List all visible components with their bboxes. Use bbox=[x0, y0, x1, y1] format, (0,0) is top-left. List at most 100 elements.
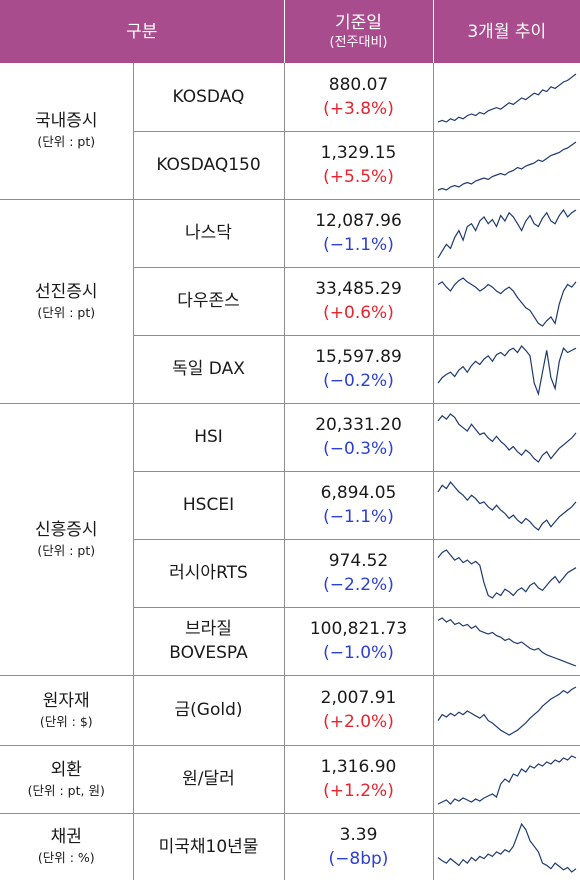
trend-sparkline bbox=[436, 480, 576, 531]
index-value: 33,485.29 bbox=[315, 279, 402, 299]
weekly-change: (+2.0%) bbox=[323, 712, 394, 732]
trend-cell bbox=[433, 335, 580, 404]
table-body: 국내증시 (단위 : pt) KOSDAQ 880.07 (+3.8%) KOSDAQ15… bbox=[0, 63, 580, 880]
index-value: 3.39 bbox=[339, 824, 378, 845]
index-name: 독일 DAX bbox=[133, 335, 285, 404]
value-cell: 100,821.73 (−1.0%) bbox=[284, 607, 434, 676]
trend-cell bbox=[433, 471, 580, 540]
trend-sparkline bbox=[437, 686, 576, 736]
category-unit: (단위 : pt) bbox=[37, 134, 96, 150]
category-cell: 채권 (단위 : %) bbox=[0, 813, 134, 880]
category-unit: (단위 : pt, 원) bbox=[27, 782, 105, 798]
category-unit: (단위 : $) bbox=[39, 713, 93, 729]
index-value: 1,329.15 bbox=[320, 143, 397, 163]
index-value: 2,007.91 bbox=[320, 688, 397, 708]
index-name: HSI bbox=[133, 403, 285, 472]
table-row: KOSDAQ150 1,329.15 (+5.5%) bbox=[0, 131, 580, 200]
category-unit: (단위 : pt) bbox=[37, 542, 96, 558]
weekly-change: (+3.8%) bbox=[323, 98, 394, 119]
trend-sparkline bbox=[437, 822, 576, 873]
header-category: 구분 bbox=[0, 0, 285, 63]
category-cell: 선진증시 (단위 : pt) bbox=[0, 199, 134, 404]
header-row: 구분 기준일 (전주대비) 3개월 추이 bbox=[0, 0, 580, 63]
index-name: KOSDAQ bbox=[133, 63, 285, 132]
value-cell: 15,597.89 (−0.2%) bbox=[284, 335, 434, 404]
trend-cell bbox=[433, 607, 580, 676]
value-cell: 33,485.29 (+0.6%) bbox=[284, 267, 434, 336]
trend-line bbox=[437, 141, 576, 191]
weekly-change: (+1.2%) bbox=[323, 781, 394, 801]
index-value: 20,331.20 bbox=[315, 415, 402, 435]
table-row: 채권 (단위 : %) 미국채10년물 3.39 (−8bp) bbox=[0, 813, 580, 880]
weekly-change: (−0.3%) bbox=[323, 439, 394, 459]
value-cell: 880.07 (+3.8%) bbox=[284, 63, 434, 132]
index-name: 금(Gold) bbox=[133, 675, 285, 746]
index-name: 러시아RTS bbox=[133, 539, 285, 608]
category-name: 채권 bbox=[50, 827, 82, 847]
trend-cell bbox=[433, 199, 580, 268]
weekly-change: (−1.1%) bbox=[323, 507, 394, 527]
index-name: HSCEI bbox=[133, 471, 285, 540]
trend-sparkline bbox=[437, 345, 576, 397]
trend-line bbox=[436, 480, 576, 531]
trend-sparkline bbox=[437, 755, 576, 805]
index-value: 6,894.05 bbox=[320, 483, 397, 503]
weekly-change: (−8bp) bbox=[328, 848, 389, 869]
index-value: 974.52 bbox=[328, 551, 389, 571]
trend-line bbox=[437, 686, 576, 736]
trend-sparkline bbox=[437, 413, 576, 463]
index-value: 100,821.73 bbox=[309, 619, 408, 639]
trend-cell bbox=[433, 403, 580, 472]
weekly-change: (−2.2%) bbox=[323, 575, 394, 595]
trend-cell bbox=[433, 675, 580, 746]
category-name: 외환 bbox=[50, 759, 82, 780]
weekly-change: (−1.1%) bbox=[323, 235, 394, 255]
category-name: 국내증시 bbox=[34, 111, 98, 132]
trend-line bbox=[436, 208, 576, 259]
weekly-change: (−0.2%) bbox=[323, 371, 394, 391]
trend-sparkline bbox=[437, 277, 576, 327]
value-cell: 3.39 (−8bp) bbox=[284, 813, 434, 880]
table-row: HSCEI 6,894.05 (−1.1%) bbox=[0, 471, 580, 540]
trend-cell bbox=[433, 539, 580, 608]
category-name: 원자재 bbox=[42, 690, 90, 711]
value-cell: 1,329.15 (+5.5%) bbox=[284, 131, 434, 200]
value-cell: 974.52 (−2.2%) bbox=[284, 539, 434, 608]
weekly-change: (+0.6%) bbox=[323, 303, 394, 323]
trend-line bbox=[437, 345, 576, 397]
header-trend: 3개월 추이 bbox=[433, 0, 580, 63]
category-unit: (단위 : pt) bbox=[37, 304, 96, 320]
value-cell: 2,007.91 (+2.0%) bbox=[284, 675, 434, 746]
trend-cell bbox=[433, 813, 580, 880]
index-name: 미국채10년물 bbox=[133, 813, 285, 880]
table-row: 다우존스 33,485.29 (+0.6%) bbox=[0, 267, 580, 336]
table-row: 독일 DAX 15,597.89 (−0.2%) bbox=[0, 335, 580, 404]
table-row: 원자재 (단위 : $) 금(Gold) 2,007.91 (+2.0%) bbox=[0, 675, 580, 746]
weekly-change: (+5.5%) bbox=[323, 167, 394, 187]
trend-cell bbox=[433, 63, 580, 132]
category-name: 신흥증시 bbox=[34, 519, 98, 540]
category-name: 선진증시 bbox=[34, 281, 98, 302]
value-cell: 20,331.20 (−0.3%) bbox=[284, 403, 434, 472]
index-value: 12,087.96 bbox=[315, 211, 402, 231]
index-name: KOSDAQ150 bbox=[133, 131, 285, 200]
category-cell: 신흥증시 (단위 : pt) bbox=[0, 403, 134, 676]
header-date: 기준일 (전주대비) bbox=[284, 0, 434, 63]
trend-sparkline bbox=[437, 73, 576, 123]
category-cell: 원자재 (단위 : $) bbox=[0, 675, 134, 746]
trend-line bbox=[437, 617, 576, 667]
index-value: 880.07 bbox=[328, 74, 389, 95]
trend-sparkline bbox=[437, 617, 576, 667]
value-cell: 1,316.90 (+1.2%) bbox=[284, 745, 434, 814]
category-unit: (단위 : %) bbox=[37, 850, 95, 865]
value-cell: 6,894.05 (−1.1%) bbox=[284, 471, 434, 540]
index-name: 다우존스 bbox=[133, 267, 285, 336]
trend-line bbox=[437, 73, 576, 123]
trend-cell bbox=[433, 267, 580, 336]
trend-sparkline bbox=[437, 141, 576, 191]
trend-line bbox=[437, 277, 576, 327]
trend-line bbox=[437, 413, 576, 463]
table-row: 국내증시 (단위 : pt) KOSDAQ 880.07 (+3.8%) bbox=[0, 63, 580, 200]
weekly-change: (−1.0%) bbox=[323, 643, 394, 663]
